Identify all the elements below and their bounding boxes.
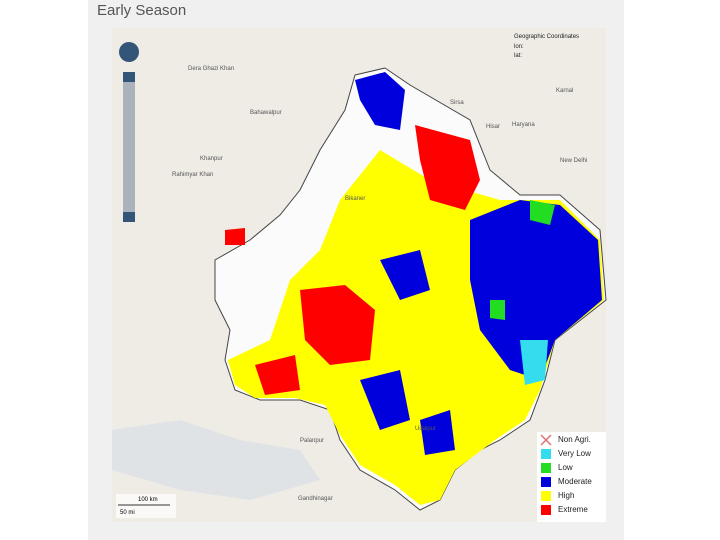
zoom-bar[interactable] <box>123 72 135 222</box>
place-label: Rahimyar Khan <box>172 172 213 178</box>
zoom-in[interactable] <box>123 72 135 82</box>
moderate-zone <box>470 200 602 380</box>
legend-label: Non Agri. <box>558 435 591 444</box>
place-label: Palanpur <box>300 438 324 444</box>
extreme-zone <box>300 285 375 365</box>
place-label: Bahawalpur <box>250 110 282 116</box>
pan-control[interactable] <box>119 42 139 62</box>
moderate-zone <box>360 250 455 455</box>
scale-mi: 50 mi <box>120 510 135 516</box>
legend-label: High <box>558 491 574 500</box>
scale-background <box>116 494 176 518</box>
extreme-zone <box>415 125 480 210</box>
place-label: Bikaner <box>345 196 365 202</box>
place-label: Hisar <box>486 124 500 130</box>
legend-swatch <box>541 491 551 501</box>
legend-swatch <box>541 449 551 459</box>
zoom-control[interactable] <box>119 42 139 222</box>
place-label: Khanpur <box>200 156 223 162</box>
water <box>112 420 320 500</box>
scale-km: 100 km <box>138 497 158 503</box>
coordinates-lat: lat: <box>514 53 522 59</box>
coordinates-title: Geographic Coordinates <box>514 34 579 40</box>
low-zone <box>490 200 555 320</box>
legend-swatch <box>540 434 552 446</box>
very-low-zone <box>520 340 548 385</box>
coordinates-lon: lon: <box>514 44 524 50</box>
legend-swatch <box>541 463 551 473</box>
extreme-zone <box>225 228 300 395</box>
place-label: Sirsa <box>450 100 464 106</box>
legend-label: Very Low <box>558 449 591 458</box>
title: Early Season <box>97 2 187 19</box>
legend-label: Low <box>558 463 573 472</box>
legend-label: Extreme <box>558 505 588 514</box>
scale-bar: 100 km 50 mi <box>116 494 176 518</box>
legend-label: Moderate <box>558 477 592 486</box>
legend-swatch <box>541 505 551 515</box>
legend: Non Agri. Very Low Low Moderate High Extreme <box>537 432 606 522</box>
place-label: New Delhi <box>560 158 587 164</box>
place-label: Gandhinagar <box>298 496 333 502</box>
place-label: Udaipur <box>415 426 436 432</box>
place-label: Dera Ghazi Khan <box>188 66 234 72</box>
moderate-zone <box>355 72 405 130</box>
zoom-out[interactable] <box>123 212 135 222</box>
place-label: Karnal <box>556 88 573 94</box>
place-label: Haryana <box>512 122 535 128</box>
legend-swatch <box>541 477 551 487</box>
